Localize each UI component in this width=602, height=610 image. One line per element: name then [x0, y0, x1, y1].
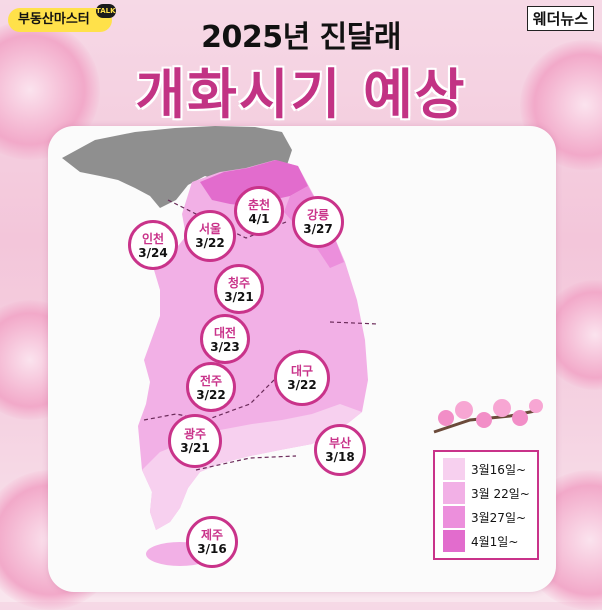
source-logo: 웨더뉴스	[526, 6, 594, 31]
city-jeonju: 전주 3/22	[186, 362, 236, 412]
city-name: 인천	[141, 232, 165, 246]
city-name: 강릉	[306, 208, 330, 222]
city-gwangju: 광주 3/21	[168, 414, 222, 468]
legend-label: 3월 22일~	[471, 487, 530, 501]
chuncheon-zone	[200, 160, 308, 206]
city-name: 청주	[227, 276, 251, 290]
city-date: 3/18	[325, 450, 355, 464]
city-cheongju: 청주 3/21	[214, 264, 264, 314]
city-date: 3/27	[303, 222, 333, 236]
brand-badge-label: 부동산마스터	[18, 12, 90, 27]
city-date: 3/16	[197, 542, 227, 556]
city-name: 춘천	[247, 198, 271, 212]
city-jeju: 제주 3/16	[186, 516, 238, 568]
city-date: 3/21	[180, 441, 210, 455]
legend-item: 3월27일~	[443, 506, 533, 528]
city-name: 전주	[199, 374, 223, 388]
city-daegu: 대구 3/22	[274, 350, 330, 406]
legend-item: 3월 22일~	[443, 482, 533, 504]
city-daejeon: 대전 3/23	[200, 314, 250, 364]
city-date: 3/24	[138, 246, 168, 260]
legend-swatch	[443, 506, 465, 528]
page-title: 2025년 진달래	[201, 20, 401, 55]
brand-badge: 부동산마스터 TALK	[8, 4, 116, 32]
legend: 3월16일~ 3월 22일~ 3월27일~ 4월1일~	[433, 450, 539, 560]
city-date: 3/21	[224, 290, 254, 304]
city-chuncheon: 춘천 4/1	[234, 186, 284, 236]
legend-label: 3월27일~	[471, 511, 527, 525]
south-coast-zone	[142, 404, 362, 530]
legend-swatch	[443, 530, 465, 552]
legend-label: 3월16일~	[471, 463, 527, 477]
city-date: 3/22	[196, 388, 226, 402]
city-date: 4/1	[248, 212, 270, 226]
page-subtitle: 개화시기 예상	[135, 63, 467, 126]
legend-swatch	[443, 482, 465, 504]
city-date: 3/22	[195, 236, 225, 250]
city-date: 3/23	[210, 340, 240, 354]
city-name: 광주	[183, 427, 207, 441]
city-seoul: 서울 3/22	[184, 210, 236, 262]
city-date: 3/22	[287, 378, 317, 392]
city-name: 부산	[328, 436, 352, 450]
talk-icon: TALK	[95, 4, 116, 18]
legend-item: 3월16일~	[443, 458, 533, 480]
city-name: 대전	[213, 326, 237, 340]
city-busan: 부산 3/18	[314, 424, 366, 476]
city-name: 서울	[198, 222, 222, 236]
city-incheon: 인천 3/24	[128, 220, 178, 270]
city-gangneung: 강릉 3/27	[292, 196, 344, 248]
legend-swatch	[443, 458, 465, 480]
city-name: 대구	[290, 364, 314, 378]
city-name: 제주	[200, 528, 224, 542]
legend-item: 4월1일~	[443, 530, 533, 552]
blossom-branch-decoration	[433, 399, 543, 434]
north-korea-region	[62, 126, 292, 208]
legend-label: 4월1일~	[471, 535, 519, 549]
